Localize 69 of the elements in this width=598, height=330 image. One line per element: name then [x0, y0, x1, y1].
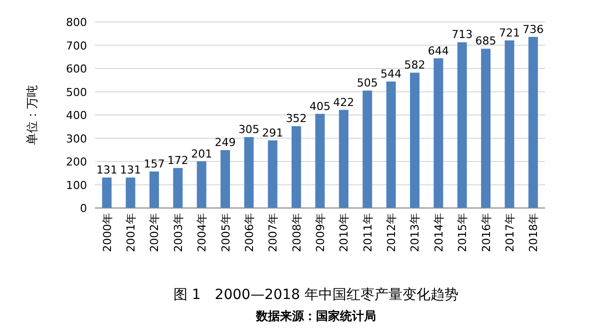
data-label: 544 [380, 68, 402, 81]
y-tick-label: 100 [66, 178, 87, 192]
x-tick-label: 2003年 [172, 213, 185, 252]
bar [126, 178, 136, 208]
x-tick-label: 2016年 [480, 213, 493, 252]
bar [196, 161, 206, 208]
source-note: 数据来源：国家统计局 [255, 309, 376, 323]
data-label: 249 [214, 136, 236, 150]
data-label: 736 [522, 22, 544, 36]
y-tick-label: 600 [66, 62, 87, 76]
data-label: 644 [428, 44, 449, 58]
bar [149, 171, 159, 208]
data-label: 172 [167, 154, 188, 168]
data-label: 157 [144, 157, 165, 170]
y-tick-label: 300 [66, 132, 87, 146]
data-label: 405 [310, 100, 330, 113]
bar [410, 72, 420, 208]
bar [481, 48, 491, 208]
x-tick-label: 2010年 [338, 213, 351, 252]
y-tick-label: 800 [66, 16, 87, 29]
x-tick-label: 2000年 [100, 213, 114, 252]
x-tick-label: 2009年 [314, 213, 327, 252]
x-tick-label: 2018年 [527, 213, 540, 252]
y-tick-label: 200 [66, 156, 87, 168]
x-tick-label: 2017年 [503, 213, 516, 252]
y-tick-label: 500 [66, 86, 87, 99]
x-tick-label: 2012年 [385, 213, 398, 252]
bar [386, 82, 396, 208]
y-tick-label: 400 [66, 109, 87, 122]
y-tick-label: 0 [80, 202, 87, 215]
bar [338, 110, 348, 208]
bar [292, 126, 302, 208]
y-tick-label: 700 [66, 39, 87, 52]
data-label: 201 [191, 147, 212, 160]
data-label: 291 [262, 126, 284, 140]
bar [102, 178, 112, 208]
bar [457, 42, 467, 208]
x-tick-label: 2011年 [361, 213, 374, 252]
x-tick-label: 2013年 [408, 213, 422, 252]
data-label: 131 [96, 164, 118, 177]
data-label: 713 [452, 28, 473, 42]
bar [315, 114, 325, 208]
y-axis-title: 单位：万吨 [25, 85, 39, 145]
data-label: 131 [120, 164, 142, 177]
x-tick-label: 2007年 [266, 213, 280, 252]
text: 图 1 2000—2018 年中国红枣产量变化趋势 [173, 287, 459, 303]
bar [528, 36, 538, 208]
bar [173, 168, 183, 208]
data-label: 721 [498, 26, 520, 40]
x-tick-label: 2002年 [148, 213, 162, 252]
data-label: 305 [238, 123, 260, 136]
data-label: 505 [356, 76, 378, 90]
x-tick-label: 2015年 [456, 213, 470, 252]
bar [434, 58, 444, 208]
bar [362, 90, 372, 208]
data-label: 352 [286, 112, 307, 126]
x-tick-label: 2014年 [432, 213, 446, 252]
bar [220, 150, 230, 208]
x-tick-label: 2005年 [219, 213, 232, 252]
data-label: 422 [333, 96, 354, 109]
data-label: 685 [475, 34, 496, 48]
x-tick-label: 2004年 [196, 213, 209, 252]
x-tick-label: 2001年 [124, 213, 138, 252]
x-tick-label: 2006年 [242, 213, 256, 252]
x-tick-label: 2008年 [290, 213, 304, 252]
data-label: 582 [404, 58, 426, 72]
bar [268, 140, 278, 208]
bar [244, 137, 254, 208]
bar [504, 40, 514, 208]
